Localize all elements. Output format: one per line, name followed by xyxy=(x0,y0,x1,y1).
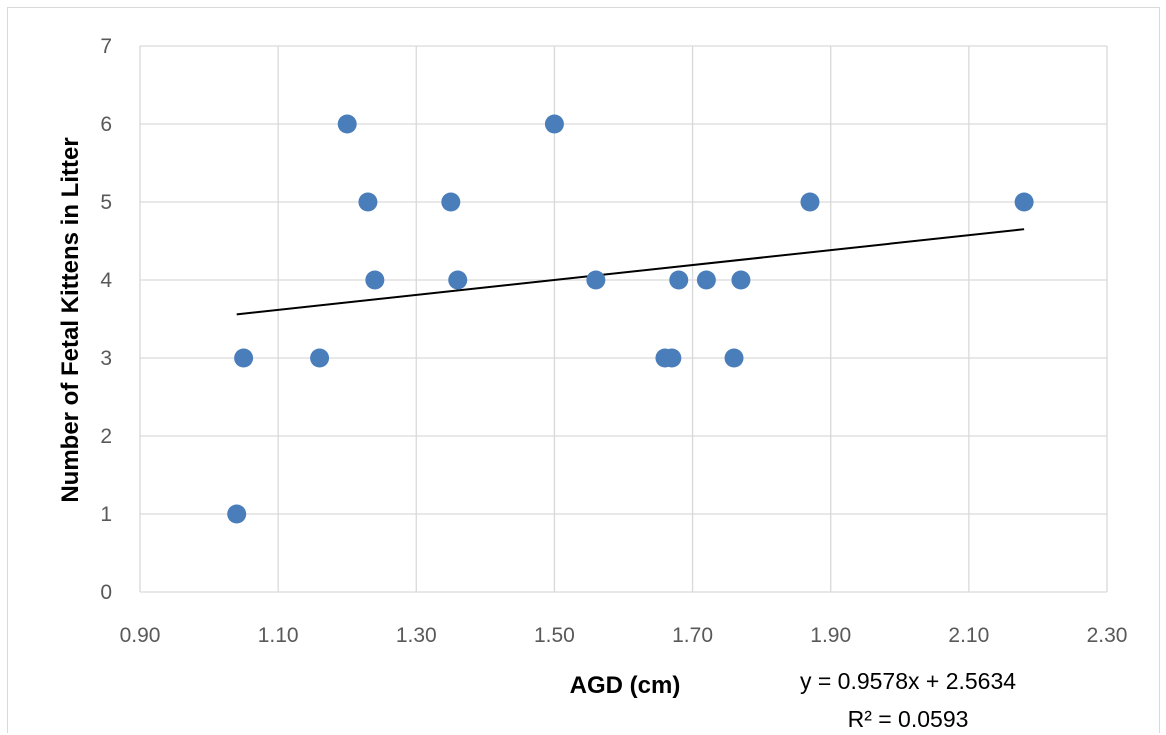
data-point-15 xyxy=(731,270,751,290)
x-tick-label-1: 1.10 xyxy=(258,624,299,647)
chart-frame xyxy=(7,7,1160,733)
y-tick-label-5: 5 xyxy=(100,191,112,214)
data-point-17 xyxy=(1014,192,1034,212)
x-tick-label-5: 1.90 xyxy=(810,624,851,647)
trendline xyxy=(236,228,1025,316)
y-tick-label-0: 0 xyxy=(100,581,112,604)
x-tick-label-6: 2.10 xyxy=(948,624,989,647)
data-point-8 xyxy=(544,114,564,134)
y-tick-label-1: 1 xyxy=(100,503,112,526)
y-tick-label-7: 7 xyxy=(100,35,112,58)
data-point-0 xyxy=(227,504,247,524)
y-tick-label-6: 6 xyxy=(100,113,112,136)
data-point-3 xyxy=(337,114,357,134)
trendline-r-squared: R² = 0.0593 xyxy=(848,706,969,732)
x-tick-label-0: 0.90 xyxy=(120,624,161,647)
data-point-14 xyxy=(724,348,744,368)
trendline-equation: y = 0.9578x + 2.5634 xyxy=(800,668,1016,694)
data-point-1 xyxy=(234,348,254,368)
x-tick-label-4: 1.70 xyxy=(672,624,713,647)
data-point-9 xyxy=(586,270,606,290)
gridlines xyxy=(139,45,1108,593)
x-tick-label-7: 2.30 xyxy=(1087,624,1128,647)
data-point-16 xyxy=(800,192,820,212)
y-tick-labels: 0 1 2 3 4 5 6 7 xyxy=(100,35,112,604)
y-tick-label-2: 2 xyxy=(100,425,112,448)
data-point-2 xyxy=(310,348,330,368)
data-points xyxy=(227,114,1034,524)
data-point-12 xyxy=(669,270,689,290)
x-tick-label-2: 1.30 xyxy=(396,624,437,647)
data-point-6 xyxy=(441,192,461,212)
data-point-13 xyxy=(696,270,716,290)
y-tick-label-3: 3 xyxy=(100,347,112,370)
x-tick-label-3: 1.50 xyxy=(534,624,575,647)
data-point-5 xyxy=(365,270,385,290)
y-axis-title: Number of Fetal Kittens in Litter xyxy=(57,137,84,502)
y-tick-label-4: 4 xyxy=(100,269,112,292)
data-point-11 xyxy=(662,348,682,368)
x-axis-title: AGD (cm) xyxy=(570,672,681,699)
x-tick-labels: 0.90 1.10 1.30 1.50 1.70 1.90 2.10 2.30 xyxy=(120,624,1128,647)
data-point-7 xyxy=(448,270,468,290)
data-point-4 xyxy=(358,192,378,212)
